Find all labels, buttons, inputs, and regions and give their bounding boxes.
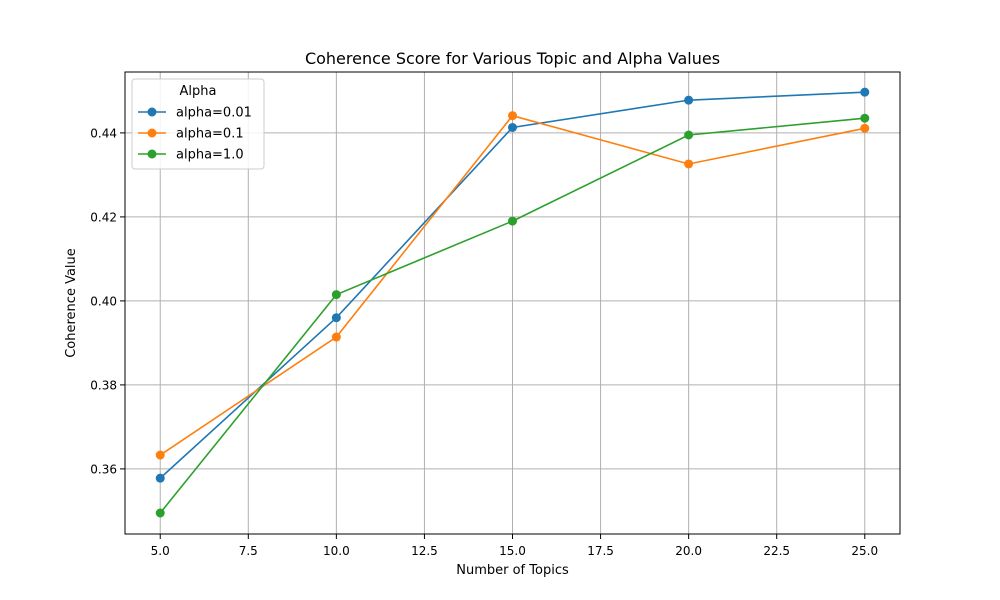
series-alpha=1.0 [155, 113, 870, 518]
data-point [684, 130, 694, 140]
data-point [508, 122, 517, 132]
legend-item: alpha=1.0 [138, 148, 244, 163]
x-tick-label: 17.5 [587, 544, 614, 558]
data-point [860, 123, 870, 133]
data-point [155, 473, 165, 483]
legend-swatch-marker [147, 149, 157, 159]
data-point [155, 450, 165, 460]
y-axis-ticks: 0.36 0.38 0.40 0.42 0.44 [90, 126, 125, 476]
series-alpha=0.01 [155, 87, 870, 483]
legend-swatch-marker [147, 128, 157, 138]
x-tick-label: 20.0 [675, 544, 702, 558]
x-tick-label: 22.5 [763, 544, 790, 558]
x-tick-label: 10.0 [323, 544, 350, 558]
series-alpha=0.1 [155, 111, 870, 460]
data-point [860, 113, 870, 123]
y-tick-label: 0.36 [90, 462, 117, 476]
data-point [331, 332, 341, 342]
legend-box [131, 78, 265, 170]
y-tick-label: 0.44 [90, 126, 117, 140]
y-tick-label: 0.40 [90, 294, 117, 308]
data-point [331, 313, 341, 323]
data-point [684, 95, 694, 105]
legend-label: alpha=1.0 [176, 148, 244, 163]
x-axis-label: Number of Topics [456, 563, 569, 578]
x-tick-label: 7.5 [239, 544, 258, 558]
data-point [331, 290, 341, 300]
legend-label: alpha=0.1 [176, 127, 244, 142]
legend-label: alpha=0.01 [176, 106, 252, 121]
data-point [860, 87, 870, 97]
legend-title: Alpha [180, 84, 217, 99]
x-axis-ticks: 5.0 7.5 10.0 12.5 15.0 17.5 20.0 22.5 25.0 [151, 534, 878, 558]
x-tick-label: 5.0 [151, 544, 170, 558]
data-point [508, 216, 517, 226]
y-tick-label: 0.42 [90, 210, 117, 224]
legend: Alpha alpha=0.01 alpha=0.1 alpha=1.0 [131, 78, 265, 170]
chart-title: Coherence Score for Various Topic and Al… [305, 49, 720, 68]
x-tick-label: 15.0 [499, 544, 526, 558]
y-axis-label: Coherence Value [64, 248, 79, 358]
x-tick-label: 25.0 [851, 544, 878, 558]
data-point [155, 508, 165, 518]
y-tick-label: 0.38 [90, 378, 117, 392]
x-tick-label: 12.5 [411, 544, 438, 558]
data-point [508, 111, 517, 121]
data-point [684, 159, 694, 169]
legend-item: alpha=0.1 [138, 127, 244, 142]
legend-swatch-marker [147, 107, 157, 117]
series-group [155, 87, 870, 518]
legend-item: alpha=0.01 [138, 106, 252, 121]
